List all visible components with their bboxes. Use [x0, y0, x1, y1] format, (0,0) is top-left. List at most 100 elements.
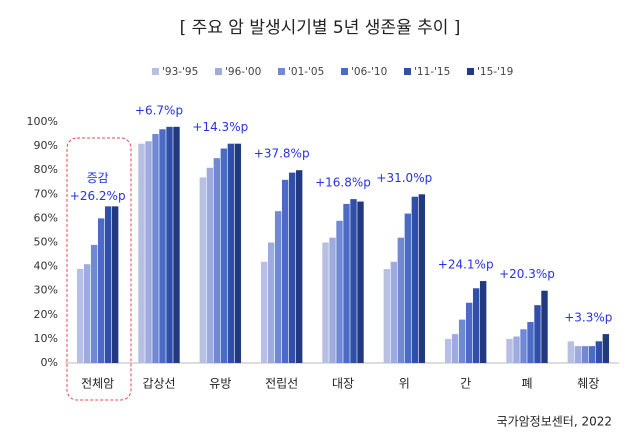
annotation: +31.0%p [376, 171, 432, 185]
bar [97, 218, 105, 363]
bar [383, 269, 391, 363]
legend-label: '96-'00 [225, 66, 261, 78]
highlight-box [66, 137, 132, 401]
y-tick-label: 100% [27, 115, 58, 128]
bar [274, 211, 282, 363]
legend-label: '01-'05 [288, 66, 324, 78]
annotation: +14.3%p [192, 120, 248, 134]
chart-title: [ 주요 암 발생시기별 5년 생존율 추이 ] [180, 18, 461, 38]
bar [588, 346, 596, 363]
source: 국가암정보센터, 2022 [497, 415, 612, 429]
bar [234, 143, 242, 363]
bar [76, 269, 84, 363]
bar [138, 143, 145, 363]
bar [411, 196, 419, 363]
legend-label: '15-'19 [477, 66, 513, 78]
x-tick-label: 전립선 [265, 377, 298, 391]
annotation: +24.1%p [438, 258, 494, 272]
x-tick-label: 폐 [521, 377, 532, 391]
x-tick-label: 간 [460, 377, 471, 391]
x-tick-label: 전체암 [81, 377, 114, 391]
annotation: +26.2%p [70, 189, 126, 203]
bar [267, 242, 275, 363]
y-tick-label: 20% [34, 308, 58, 321]
bar [506, 338, 513, 363]
legend-label: '93-'95 [162, 66, 198, 78]
bar [534, 305, 541, 363]
bar [227, 143, 235, 363]
bar [104, 206, 112, 363]
bar [206, 167, 214, 363]
bar [295, 170, 303, 363]
bar [322, 242, 329, 363]
bar [418, 194, 426, 363]
bar [602, 334, 610, 363]
bar [574, 346, 582, 363]
y-tick-label: 50% [34, 236, 58, 249]
annotation: +6.7%p [135, 103, 183, 117]
bar [83, 264, 91, 363]
bar [281, 179, 289, 363]
bar [350, 199, 357, 363]
bar [111, 206, 119, 363]
bar [404, 213, 412, 363]
bar [581, 346, 589, 363]
x-tick-label: 췌장 [577, 377, 599, 391]
bar [357, 201, 364, 363]
legend-swatch [341, 68, 348, 75]
bar [479, 281, 487, 363]
bar [166, 126, 173, 363]
bar [397, 237, 405, 363]
y-tick-label: 10% [34, 332, 58, 345]
bar [390, 261, 398, 363]
y-tick-label: 70% [34, 187, 58, 200]
x-tick-label: 대장 [332, 377, 354, 391]
bar [472, 288, 480, 363]
annotation: +3.3%p [564, 311, 612, 325]
bar [336, 220, 343, 363]
bar [260, 261, 268, 363]
bar [513, 336, 520, 363]
bar [527, 322, 534, 363]
bar [152, 134, 159, 363]
bar [465, 302, 473, 363]
bar [90, 244, 98, 363]
bar [288, 172, 296, 363]
legend-swatch [404, 68, 411, 75]
legend-label: '06-'10 [351, 66, 387, 78]
x-tick-label: 유방 [209, 377, 231, 391]
y-tick-label: 60% [34, 211, 58, 224]
y-tick-label: 40% [34, 260, 58, 273]
legend-swatch [215, 68, 222, 75]
x-tick-label: 갑상선 [142, 377, 175, 391]
bar [145, 141, 152, 363]
bar [199, 177, 207, 363]
bar [343, 203, 350, 363]
annotation: +20.3%p [499, 267, 555, 281]
legend-label: '11-'15 [414, 66, 450, 78]
bar [595, 341, 603, 363]
y-tick-label: 90% [34, 139, 58, 152]
annotation: +16.8%p [315, 176, 371, 190]
bar [159, 129, 166, 363]
x-tick-label: 위 [399, 377, 410, 391]
bar [220, 148, 228, 363]
annotation-note: 증감 [87, 171, 109, 185]
bar [444, 338, 452, 363]
bar [458, 319, 466, 363]
bar [451, 334, 459, 363]
legend-swatch [467, 68, 474, 75]
annotation: +37.8%p [254, 147, 310, 161]
bar [213, 158, 221, 363]
y-tick-label: 0% [41, 356, 58, 369]
bar [567, 341, 575, 363]
legend-swatch [152, 68, 159, 75]
legend-swatch [278, 68, 285, 75]
bar [520, 329, 527, 363]
y-tick-label: 80% [34, 163, 58, 176]
bar [541, 290, 548, 363]
bar [173, 126, 180, 363]
y-tick-label: 30% [34, 284, 58, 297]
bar [329, 237, 336, 363]
